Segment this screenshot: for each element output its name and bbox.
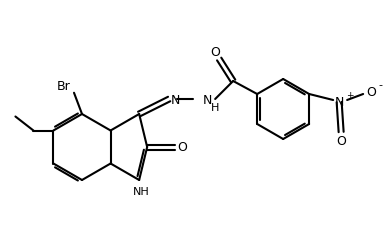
Text: Br: Br bbox=[57, 80, 71, 93]
Text: N: N bbox=[203, 93, 212, 106]
Text: +: + bbox=[346, 91, 354, 100]
Text: NH: NH bbox=[133, 186, 149, 196]
Text: N: N bbox=[334, 96, 344, 109]
Text: H: H bbox=[211, 103, 220, 113]
Text: O: O bbox=[177, 141, 187, 154]
Text: N: N bbox=[171, 93, 180, 106]
Text: O: O bbox=[366, 86, 376, 99]
Text: -: - bbox=[378, 80, 382, 90]
Text: O: O bbox=[210, 45, 220, 58]
Text: O: O bbox=[336, 135, 346, 148]
